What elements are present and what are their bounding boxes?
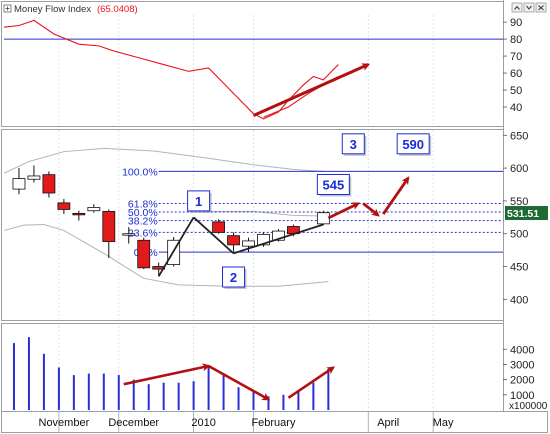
candle-body	[227, 235, 240, 246]
price-tick-label: 650	[510, 130, 528, 142]
price-tick-label: 550	[510, 196, 528, 208]
price-callout-box	[187, 190, 211, 212]
last-price-label: 531.51	[507, 208, 539, 220]
fibonacci-level-label: 23.6%	[128, 227, 158, 239]
price-trend-line	[157, 216, 195, 277]
scroll-up-button[interactable]	[511, 2, 523, 13]
bollinger-middle-band	[203, 210, 324, 217]
fibonacci-level-label: 50.0%	[128, 207, 158, 219]
mfi-tick-label: 40	[510, 102, 522, 114]
fibonacci-level-label: 100.0%	[122, 166, 158, 178]
mfi-tick-label: 70	[510, 51, 522, 63]
candle-body	[272, 230, 285, 241]
mfi-value-label: (65.0408)	[97, 4, 138, 15]
price-trend-line	[193, 216, 235, 255]
mfi-tick-label: 90	[510, 17, 522, 29]
price-tick-label: 500	[510, 229, 528, 241]
price-callout-box	[341, 133, 365, 155]
mfi-panel	[1, 1, 504, 127]
candle-body	[87, 207, 101, 212]
chevron-down-icon	[526, 5, 532, 10]
price-trend-line	[233, 223, 324, 255]
price-tick-label: 450	[510, 262, 528, 274]
x-axis-label: December	[108, 417, 159, 429]
mfi-trend-arrow	[252, 63, 371, 117]
volume-trend-arrow	[287, 366, 335, 399]
x-axis-label: February	[251, 417, 296, 429]
close-icon	[538, 5, 544, 11]
candle-body	[102, 210, 116, 242]
mfi-tick-label: 60	[510, 68, 522, 80]
x-axis-area	[1, 411, 548, 433]
x-axis-label: April	[377, 417, 399, 429]
price-projection-arrow	[327, 202, 361, 220]
candle-body	[212, 221, 225, 233]
price-projection-arrow	[362, 202, 380, 217]
x-axis-label: May	[433, 417, 454, 429]
fibonacci-level-label: 61.8%	[128, 199, 158, 211]
mfi-title: Money Flow Index (65.0408)	[3, 4, 138, 15]
volume-unit-label: x100000	[509, 401, 548, 412]
candle-body	[122, 233, 136, 236]
price-panel	[1, 129, 504, 321]
fibonacci-level-label: 38.2%	[128, 216, 158, 228]
bollinger-lower-band	[3, 224, 329, 287]
volume-tick-label: 2000	[510, 375, 534, 387]
candle-body	[242, 240, 255, 247]
last-price-badge	[505, 206, 548, 221]
mfi-tick-label: 50	[510, 85, 522, 97]
candle-body	[137, 239, 151, 269]
volume-trend-arrow	[207, 364, 271, 401]
candle-body	[57, 202, 71, 210]
candle-body	[42, 174, 56, 194]
price-tick-label: 600	[510, 163, 528, 175]
price-callout-label: 2	[230, 270, 237, 285]
candle-body	[27, 175, 41, 180]
candle-body	[12, 178, 26, 190]
window-controls[interactable]	[511, 2, 547, 13]
price-callout-box	[222, 266, 246, 288]
price-callout-label: 590	[402, 137, 424, 152]
volume-trend-arrow	[123, 363, 211, 386]
candle-body	[257, 233, 270, 246]
x-axis-label: November	[39, 417, 90, 429]
scroll-down-button[interactable]	[523, 2, 535, 13]
bollinger-upper-band	[3, 147, 324, 174]
mfi-tick-label: 80	[510, 34, 522, 46]
price-tick-label: 400	[510, 294, 528, 306]
price-callout-label: 1	[195, 194, 202, 209]
mfi-title-text: Money Flow Index	[14, 4, 91, 15]
volume-tick-label: 1000	[510, 390, 534, 402]
mfi-series-line-1	[3, 19, 339, 120]
volume-tick-label: 3000	[510, 359, 534, 371]
price-callout-box	[316, 173, 350, 195]
price-callout-box	[396, 133, 430, 155]
candle-body	[72, 212, 86, 216]
volume-tick-label: 4000	[510, 344, 534, 356]
chevron-up-icon	[514, 5, 520, 10]
x-axis-label: 2010	[191, 417, 215, 429]
price-projection-arrow	[382, 176, 410, 215]
price-callout-label: 545	[322, 177, 344, 192]
price-callout-label: 3	[350, 137, 357, 152]
candle-body	[316, 212, 330, 225]
